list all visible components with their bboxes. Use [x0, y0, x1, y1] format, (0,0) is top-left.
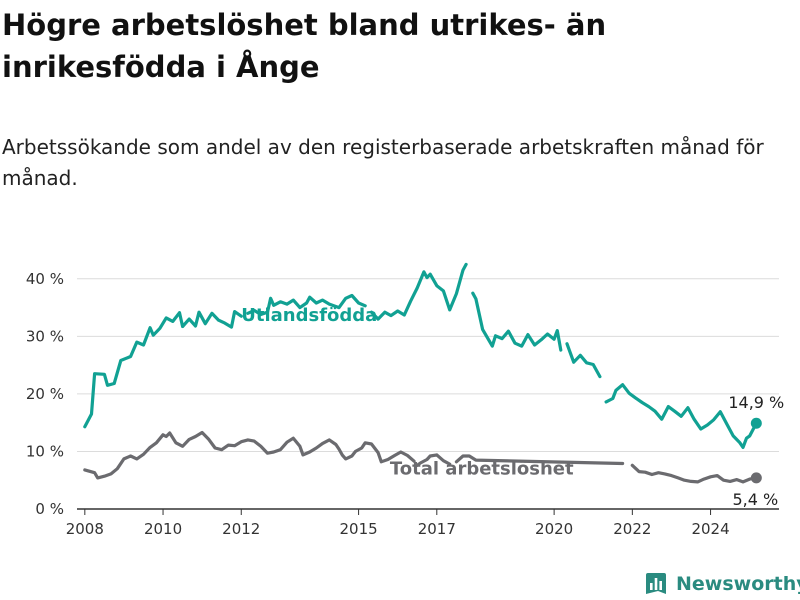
y-tick-label: 20 % [26, 385, 64, 403]
series-label-total: Total arbetslöshet [390, 458, 574, 479]
total-line [83, 430, 758, 484]
y-axis: 0 % 10 % 20 % 30 % 40 % [26, 270, 64, 518]
x-tick-label: 2017 [418, 520, 456, 538]
series-label-utlandsfodda: Utlandsfödda [241, 305, 377, 326]
series-labels: Utlandsfödda Total arbetslöshet 14,9 % 5,4 … [241, 305, 784, 509]
x-tick-label: 2008 [66, 520, 104, 538]
x-tick-label: 2010 [144, 520, 182, 538]
end-value-total: 5,4 % [732, 490, 778, 509]
chart-title: Högre arbetslöshet bland utrikes- än inr… [2, 8, 607, 84]
x-tick-label: 2020 [535, 520, 573, 538]
x-tick-label: 2012 [222, 520, 260, 538]
y-tick-label: 40 % [26, 270, 64, 288]
utlandsfodda-line [83, 262, 758, 449]
x-tick-label: 2015 [339, 520, 377, 538]
bar-chart-logo-icon [646, 573, 666, 594]
brand-name: Newsworthy [676, 573, 800, 595]
y-tick-label: 30 % [26, 327, 64, 345]
chart-subtitle: Arbetssökande som andel av den registerb… [2, 135, 764, 190]
newsworthy-logo[interactable]: Newsworthy [644, 568, 800, 600]
x-axis: 2008 2010 2012 2015 2017 2020 2022 2024 [66, 509, 730, 538]
end-value-utlandsfodda: 14,9 % [728, 393, 784, 412]
utlandsfodda-end-point [750, 417, 762, 429]
x-tick-label: 2022 [613, 520, 651, 538]
y-tick-label: 10 % [26, 442, 64, 460]
total-end-point [750, 472, 762, 484]
series-lines [83, 262, 762, 484]
x-tick-label: 2024 [691, 520, 729, 538]
y-tick-label: 0 % [35, 500, 64, 518]
